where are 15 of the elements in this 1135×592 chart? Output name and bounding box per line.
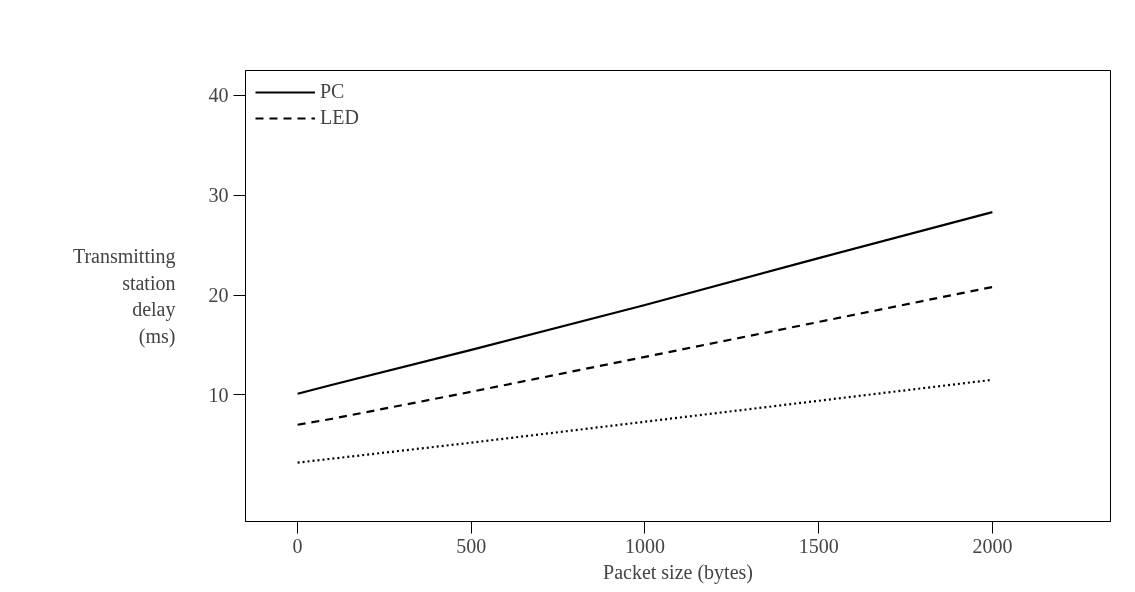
x-tick-label: 0: [292, 534, 303, 557]
x-tick-label: 2000: [972, 534, 1013, 557]
x-tick-label: 1500: [798, 534, 839, 557]
x-tick-label: 500: [456, 534, 487, 557]
x-axis-title: Packet size (bytes): [603, 560, 753, 584]
legend-label: PC: [320, 80, 345, 103]
y-tick-label: 30: [208, 184, 229, 207]
y-tick-label: 10: [208, 383, 229, 406]
line-series: [296, 211, 994, 395]
y-axis-title: Transmitting station delay (ms): [72, 245, 176, 348]
y-tick-label: 20: [208, 284, 229, 306]
x-tick-label: 1000: [625, 534, 665, 557]
y-tick-label: 40: [208, 84, 229, 107]
legend-label: LED: [320, 106, 359, 129]
line-series: [296, 285, 994, 426]
